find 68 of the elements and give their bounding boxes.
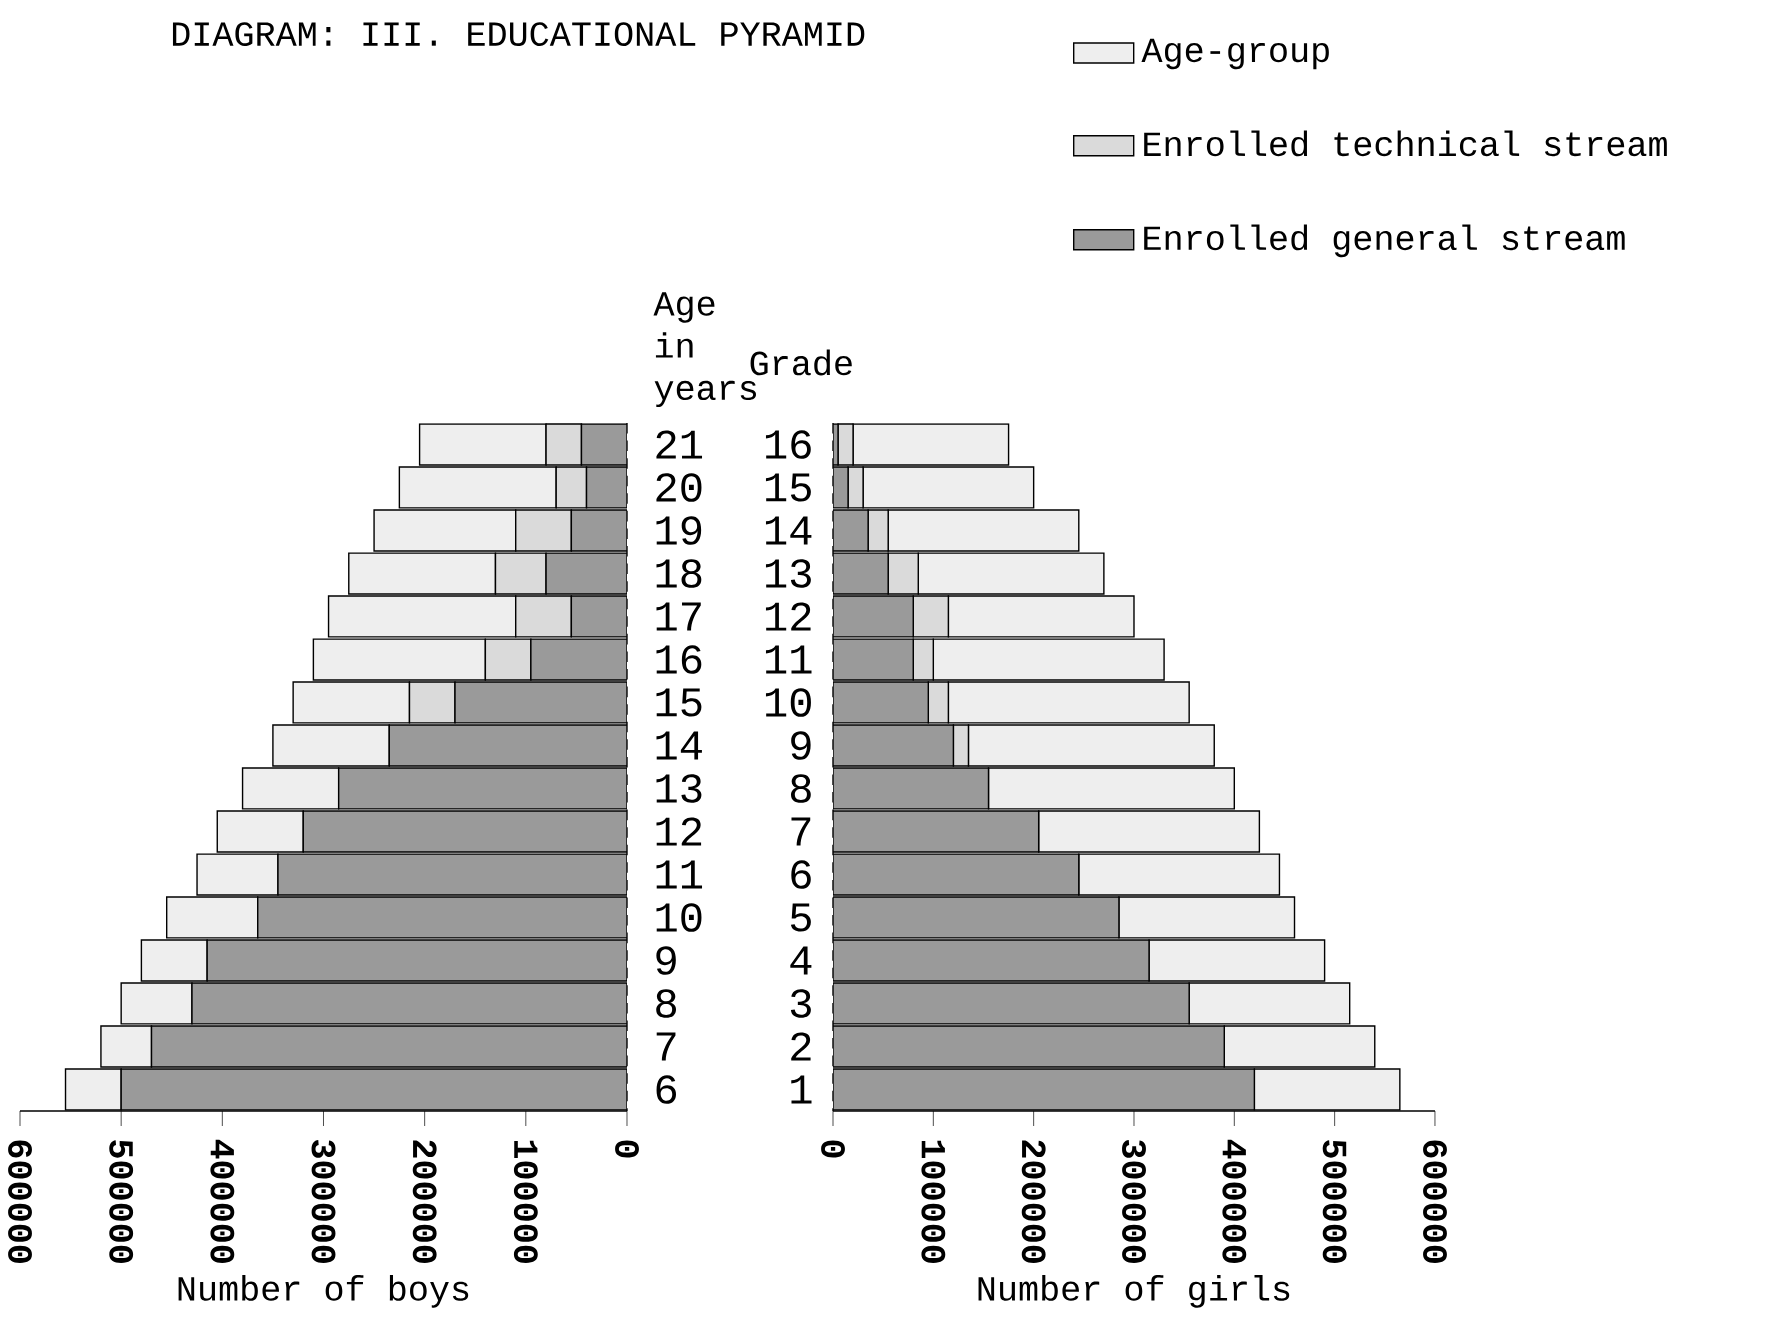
- x-tick-label: 400000: [1222, 1139, 1247, 1263]
- y-tick-label: 5: [790, 903, 811, 932]
- y-tick-label: 10: [656, 903, 702, 932]
- y-tick-label: 17: [656, 602, 701, 631]
- x-tick-label: 500000: [1322, 1140, 1347, 1263]
- bar: [862, 466, 1035, 509]
- y-tick-label: 6: [656, 1075, 676, 1104]
- x-axis-title: Number of boys: [178, 1275, 469, 1308]
- y-tick-label: 16: [656, 645, 702, 674]
- x-tick-label: 100000: [921, 1140, 946, 1263]
- bar: [987, 767, 1236, 810]
- y-tick-label: 7: [656, 1032, 676, 1061]
- y-tick-label: 15: [656, 688, 702, 717]
- legend-label: Enrolled general stream: [1144, 224, 1625, 258]
- legend-label: Enrolled technical stream: [1144, 130, 1667, 157]
- x-tick-label: 0: [821, 1140, 845, 1158]
- y-tick-label: 19: [656, 516, 702, 545]
- x-tick-label: 200000: [412, 1140, 437, 1263]
- y-tick-label: 9: [791, 731, 811, 760]
- bar: [887, 509, 1080, 552]
- bar: [1118, 896, 1296, 939]
- chart-title: DIAGRAM: III. EDUCATIONAL PYRAMID: [172, 22, 865, 47]
- y-tick-label: 11: [765, 645, 812, 674]
- y-tick-label: 8: [656, 989, 676, 1018]
- bar: [1188, 982, 1351, 1025]
- y-tick-label: 13: [765, 559, 811, 588]
- bar: [967, 724, 1215, 767]
- bar: [917, 552, 1105, 595]
- y-tick-label: 15: [765, 473, 811, 502]
- y-tick-label: 20: [656, 473, 702, 502]
- y-tick-label: 9: [656, 946, 676, 975]
- x-tick-label: 300000: [1122, 1140, 1146, 1263]
- y-tick-label: 6: [791, 860, 811, 889]
- y-tick-label: 7: [791, 817, 811, 846]
- bar: [1078, 853, 1281, 896]
- bar: [1253, 1068, 1401, 1111]
- x-tick-label: 600000: [1423, 1140, 1447, 1263]
- y-tick-label: 16: [765, 430, 811, 459]
- x-tick-label: 600000: [8, 1140, 32, 1263]
- y-tick-label: 12: [765, 602, 811, 631]
- y-tick-label: 11: [656, 860, 703, 889]
- y-tick-label: 21: [656, 430, 703, 459]
- legend-label: Age-group: [1141, 38, 1329, 70]
- x-tick-label: 0: [615, 1140, 639, 1158]
- y-tick-label: 13: [656, 774, 702, 803]
- bar: [1148, 939, 1326, 982]
- y-tick-label: 14: [656, 731, 702, 760]
- y-tick-label: 1: [791, 1075, 812, 1104]
- y-tick-label: 8: [791, 774, 811, 803]
- y-tick-label: 4: [790, 946, 812, 975]
- x-tick-label: 300000: [311, 1140, 336, 1263]
- x-tick-label: 200000: [1021, 1140, 1046, 1263]
- y-tick-label: 18: [656, 559, 702, 588]
- y-tick-label: 14: [765, 516, 812, 545]
- x-axis-title: Number of girls: [978, 1275, 1290, 1308]
- y-tick-label: 2: [791, 1032, 811, 1061]
- bar: [932, 638, 1165, 681]
- x-tick-label: 500000: [109, 1140, 134, 1263]
- bar: [947, 681, 1190, 724]
- x-tick-label: 100000: [513, 1140, 538, 1263]
- y-tick-label: 10: [765, 688, 811, 717]
- bar: [947, 595, 1135, 638]
- bar: [852, 423, 1010, 466]
- bar: [1037, 810, 1261, 853]
- y-tick-label: 3: [790, 989, 811, 1018]
- x-tick-label: 400000: [210, 1139, 235, 1263]
- bar: [1223, 1025, 1376, 1068]
- y-tick-label: 12: [656, 817, 702, 846]
